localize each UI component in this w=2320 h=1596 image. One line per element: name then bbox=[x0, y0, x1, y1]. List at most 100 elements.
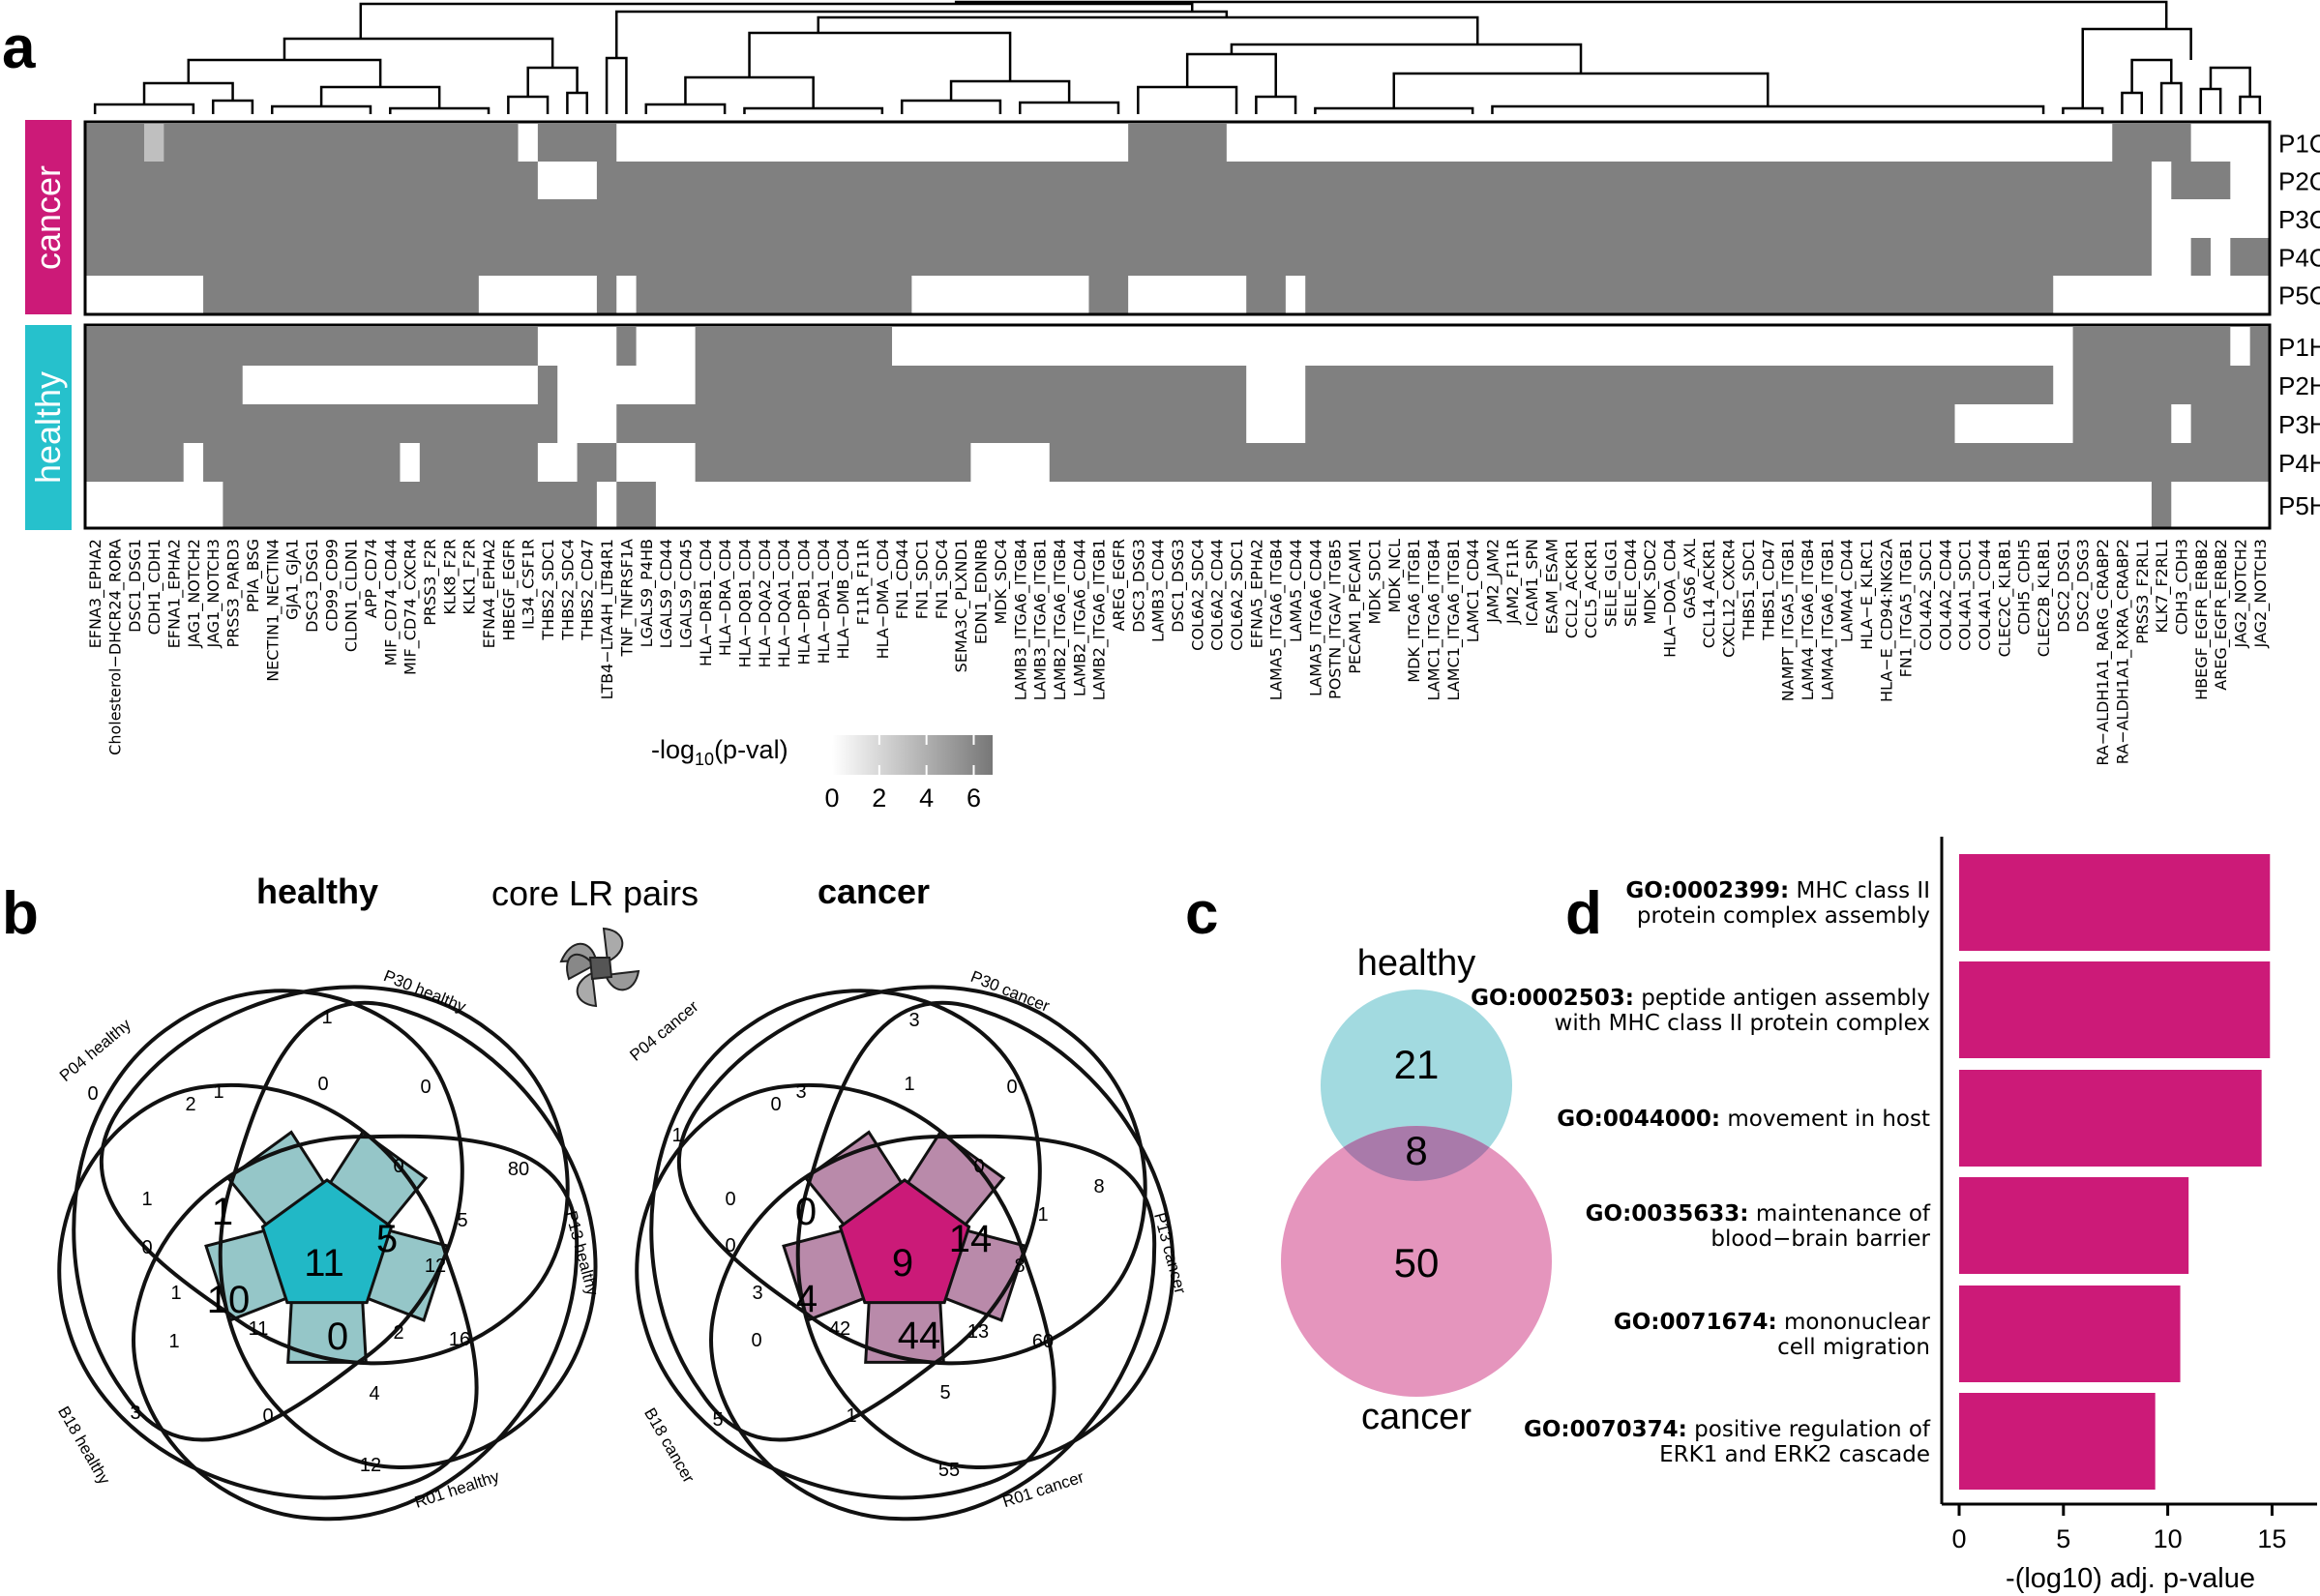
dendrogram-branch bbox=[1392, 72, 1770, 108]
column-label: LGALS9_P4HB bbox=[638, 539, 657, 647]
column-label: CDH5_CDH5 bbox=[2015, 539, 2035, 635]
venn-region-count: 5 bbox=[939, 1382, 950, 1404]
column-label: JAM2_F11R bbox=[1503, 539, 1523, 625]
dendrogram-branch bbox=[2081, 27, 2192, 108]
venn-region-count: 0 bbox=[317, 1074, 328, 1095]
x-tick-label: 0 bbox=[1951, 1524, 1966, 1553]
heatmap-cell-absent bbox=[85, 276, 204, 313]
dendrogram-branch bbox=[1314, 106, 1474, 114]
column-label: RA−ALDH1A1_RXRA_CRABP2 bbox=[2113, 539, 2132, 764]
venn-region-count: 3 bbox=[130, 1403, 140, 1424]
column-label: LAMA5_ITGA6_CD44 bbox=[1306, 539, 1325, 696]
heatmap-cell-weak bbox=[144, 124, 164, 162]
venn-region-count: 2 bbox=[393, 1322, 403, 1344]
column-label: COL4A2_CD44 bbox=[1936, 539, 1955, 651]
go-description: positive regulation of bbox=[1687, 1417, 1931, 1442]
heatmap-cell-absent bbox=[616, 124, 1129, 162]
row-label: P1C bbox=[2278, 130, 2320, 159]
venn-region-count: 60 bbox=[1032, 1331, 1054, 1352]
column-label: KLK7_F2RL1 bbox=[2153, 539, 2172, 634]
dendrogram-branch bbox=[2159, 81, 2183, 114]
column-label: HLA−DPB1_CD4 bbox=[795, 539, 815, 665]
venn-region-count: 1 bbox=[904, 1074, 914, 1095]
column-label: MDK_ITGA6_ITGB1 bbox=[1405, 539, 1424, 683]
column-label: LAMC1_CD44 bbox=[1464, 539, 1483, 642]
column-label: THBS2_CD47 bbox=[579, 539, 598, 641]
row-label: P3H bbox=[2278, 410, 2320, 439]
column-label: CDH1_CDH1 bbox=[145, 539, 164, 635]
go-description: movement in host bbox=[1720, 1107, 1930, 1132]
heatmap-cell-absent bbox=[636, 327, 696, 366]
bar-GO:0071674 bbox=[1959, 1286, 2181, 1382]
column-label: ICAM1_SPN bbox=[1523, 539, 1542, 627]
venn-region-count: 1 bbox=[846, 1405, 856, 1427]
category-label: GO:0044000: movement in host bbox=[1557, 1107, 1930, 1132]
heatmap-cell-absent bbox=[537, 327, 617, 366]
colorbar-tick-label: 2 bbox=[872, 783, 886, 813]
venn-region-count: 0 bbox=[262, 1405, 273, 1427]
dendrogram-branch bbox=[1230, 43, 1583, 74]
venn-region-count: 0 bbox=[725, 1235, 735, 1256]
heatmap-cell-absent bbox=[518, 124, 538, 162]
dendrogram-branch bbox=[566, 91, 588, 114]
column-label: APP_CD74 bbox=[362, 539, 381, 618]
column-label: MIF_CD74_CD44 bbox=[381, 539, 401, 665]
column-label: DSC1_DSG3 bbox=[1169, 539, 1188, 633]
bar-GO:0070374 bbox=[1959, 1393, 2156, 1490]
venn-region-count: 5 bbox=[712, 1409, 723, 1431]
column-label: FN1_SDC1 bbox=[913, 539, 933, 619]
colorbar-gradient bbox=[832, 735, 993, 775]
column-label: HBEGF_EGFR bbox=[499, 539, 519, 641]
row-label: P2C bbox=[2278, 167, 2320, 196]
column-label: PRSS3_F2RL1 bbox=[2133, 539, 2153, 644]
cancer-group-bar bbox=[25, 120, 72, 314]
heatmap-cell-absent bbox=[2171, 404, 2191, 443]
dendrogram-branch bbox=[614, 10, 1229, 58]
column-label: HLA−DPA1_CD4 bbox=[815, 539, 834, 664]
venn-region-count: 0 bbox=[393, 1156, 403, 1177]
dendrogram-branch bbox=[1185, 52, 1277, 97]
heatmap-row-P4H bbox=[85, 443, 2270, 482]
venn-region-count: 10 bbox=[207, 1279, 251, 1321]
column-label: JAG1_NOTCH3 bbox=[204, 539, 223, 648]
column-label: LAMA4_ITGA6_ITGB4 bbox=[1799, 539, 1818, 700]
dendrogram-branch bbox=[605, 56, 628, 114]
venn-region-count: 12 bbox=[425, 1256, 446, 1277]
row-label: P5C bbox=[2278, 281, 2320, 310]
row-label: P1H bbox=[2278, 333, 2320, 362]
venn-core-region bbox=[838, 1178, 971, 1305]
venn-region-count: 55 bbox=[938, 1460, 960, 1481]
venn-region-count: 0 bbox=[770, 1094, 781, 1115]
column-label: HLA−DQB1_CD4 bbox=[736, 539, 756, 667]
column-label: HLA−DOA_CD4 bbox=[1661, 539, 1681, 658]
column-label: PPIA_BSG bbox=[244, 539, 263, 612]
column-label: AREG_EGFR_ERBB2 bbox=[2212, 539, 2231, 691]
heatmap-cell-absent bbox=[2053, 276, 2270, 313]
venn-region-count: 0 bbox=[751, 1330, 761, 1351]
heatmap-cell-absent bbox=[2151, 238, 2191, 276]
colorbar-tick-label: 6 bbox=[967, 783, 981, 813]
column-label: COL4A2_SDC1 bbox=[1917, 539, 1936, 651]
column-label: COL6A2_CD44 bbox=[1208, 539, 1228, 651]
column-label: JAG2_NOTCH2 bbox=[2232, 539, 2251, 648]
venn-region-count: 0 bbox=[725, 1189, 735, 1210]
venn-region-count: 8 bbox=[1093, 1176, 1104, 1197]
go-description: mononuclear bbox=[1777, 1310, 1931, 1335]
column-label: HLA−DQA2_CD4 bbox=[756, 539, 775, 667]
dendrogram-branch bbox=[1491, 104, 2045, 114]
dendrogram-branch bbox=[817, 15, 1479, 44]
row-label: P3C bbox=[2278, 205, 2320, 234]
column-label: HBEGF_EGFR_ERBB2 bbox=[2192, 539, 2212, 700]
column-label: KLK1_F2R bbox=[461, 539, 480, 615]
column-label: DSC1_DSG1 bbox=[126, 539, 145, 633]
column-label: AREG_EGFR bbox=[1110, 539, 1129, 631]
column-label: ESAM_ESAM bbox=[1543, 539, 1562, 635]
column-label: RA−ALDH1A1_RARG_CRABP2 bbox=[2094, 539, 2113, 766]
heatmap-cell-absent bbox=[2171, 482, 2270, 528]
bar-GO:0035633 bbox=[1959, 1177, 2189, 1274]
column-label: GAS6_AXL bbox=[1681, 539, 1700, 619]
panel-label-d: d bbox=[1565, 880, 1602, 947]
venn-core-region bbox=[260, 1178, 394, 1305]
